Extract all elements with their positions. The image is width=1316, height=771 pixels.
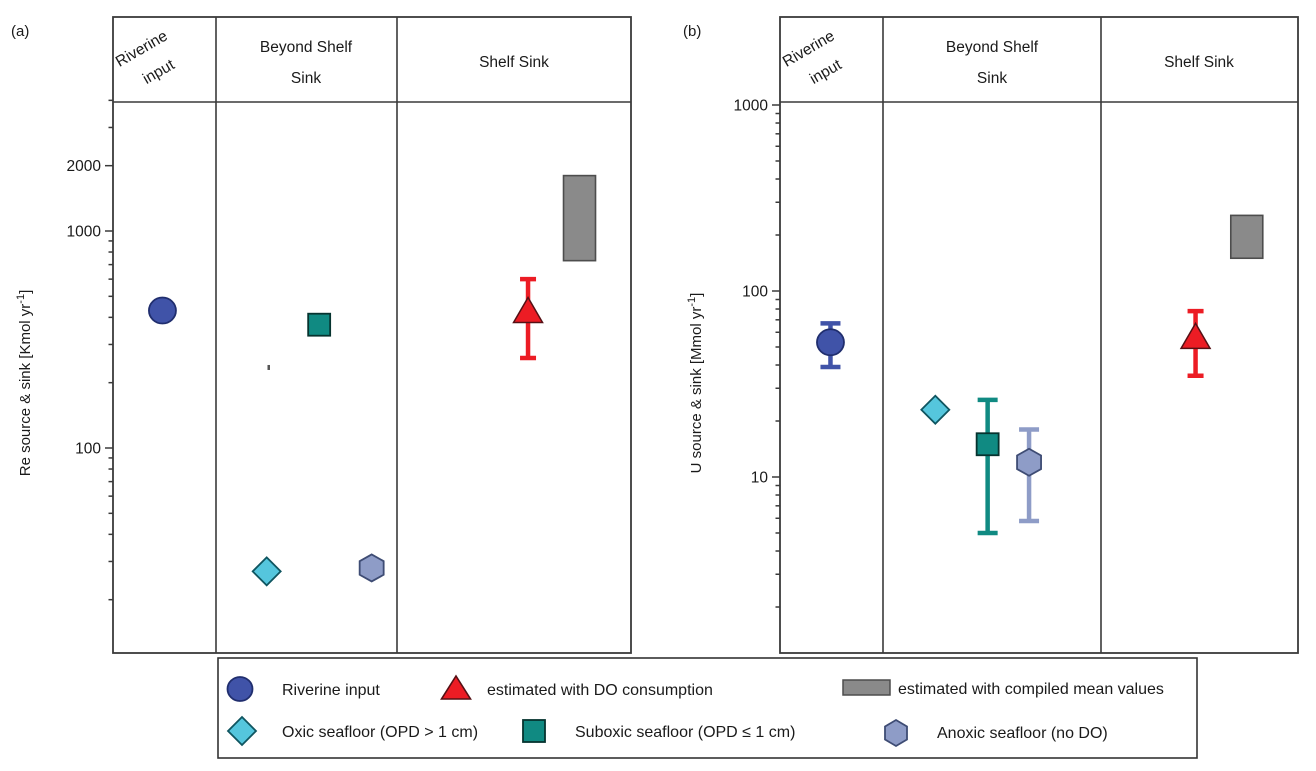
legend-label-riverine: Riverine input xyxy=(282,682,380,699)
suboxic-square-swatch xyxy=(522,719,546,743)
y-tick-label: 1000 xyxy=(734,98,769,115)
data-point-diamond xyxy=(920,394,951,425)
header-riverine-input-line2-b: input xyxy=(807,56,845,88)
data-point-triangle xyxy=(1179,308,1212,379)
y-tick-label: 100 xyxy=(742,284,768,301)
data-point-square xyxy=(975,397,1000,536)
data-point-diamond xyxy=(251,556,282,587)
y-tick-label: 2000 xyxy=(67,158,102,175)
y-tick-label: 10 xyxy=(751,470,769,487)
panel-(a): 2000 1000 100 xyxy=(67,16,632,654)
anoxic-hexagon-swatch xyxy=(884,718,908,748)
range-box-marker xyxy=(562,174,597,262)
panel-b-letter: (b) xyxy=(683,23,701,40)
riverine-circle-swatch xyxy=(226,676,254,702)
hexagon-marker xyxy=(1016,447,1042,477)
header-beyond-shelf-sink-line2-b: Sink xyxy=(977,70,1007,87)
data-point-circle xyxy=(148,296,177,325)
y-axis-title-b: U source & sink [Mmol yr-1] xyxy=(686,293,705,474)
y-tick-label: 100 xyxy=(75,441,101,458)
panel-(b): 1000 100 10 xyxy=(734,16,1299,654)
legend: Riverine input estimated with DO consump… xyxy=(217,657,1198,759)
legend-label-do-consumption: estimated with DO consumption xyxy=(487,682,713,699)
y-axis-title-a: Re source & sink [Kmol yr-1] xyxy=(15,290,34,477)
do-consumption-triangle-swatch xyxy=(440,674,472,700)
legend-label-anoxic: Anoxic seafloor (no DO) xyxy=(937,725,1108,742)
range-box-marker xyxy=(1229,214,1264,260)
y-tick-label: 1000 xyxy=(67,224,102,241)
data-point-square xyxy=(307,312,332,337)
oxic-diamond-swatch xyxy=(226,715,258,747)
diamond-marker xyxy=(920,394,951,425)
data-point-box xyxy=(562,174,597,262)
data-point-box xyxy=(1229,214,1264,260)
header-shelf-sink-a: Shelf Sink xyxy=(479,54,549,71)
triangle-marker xyxy=(512,296,544,324)
header-beyond-shelf-sink-line2-a: Sink xyxy=(291,70,321,87)
legend-label-compiled-mean: estimated with compiled mean values xyxy=(898,681,1164,698)
square-marker xyxy=(975,432,1000,457)
header-shelf-sink-b: Shelf Sink xyxy=(1164,54,1234,71)
panel-border xyxy=(112,16,632,654)
legend-label-oxic: Oxic seafloor (OPD > 1 cm) xyxy=(282,724,478,741)
panel-border xyxy=(779,16,1299,654)
panel-a-letter: (a) xyxy=(11,23,29,40)
stray-mark xyxy=(267,364,270,370)
compiled-mean-box-swatch xyxy=(842,679,891,696)
header-beyond-shelf-sink-line1-a: Beyond Shelf xyxy=(260,39,353,56)
circle-marker xyxy=(148,296,177,325)
legend-label-suboxic: Suboxic seafloor (OPD ≤ 1 cm) xyxy=(575,724,795,741)
diamond-marker xyxy=(251,556,282,587)
header-riverine-input-line2-a: input xyxy=(140,56,178,88)
data-point-hexagon xyxy=(358,553,385,583)
data-point-hexagon xyxy=(1016,427,1042,524)
circle-marker xyxy=(816,328,845,357)
hexagon-marker xyxy=(358,553,385,583)
generated-plot-layer: 2000 1000 100 1000 100 10 xyxy=(67,16,1299,654)
square-marker xyxy=(307,312,332,337)
legend-box xyxy=(217,657,1198,759)
header-beyond-shelf-sink-line1-b: Beyond Shelf xyxy=(946,39,1039,56)
data-point-triangle xyxy=(512,276,544,361)
triangle-marker xyxy=(1179,321,1212,350)
data-point-circle xyxy=(816,321,845,370)
